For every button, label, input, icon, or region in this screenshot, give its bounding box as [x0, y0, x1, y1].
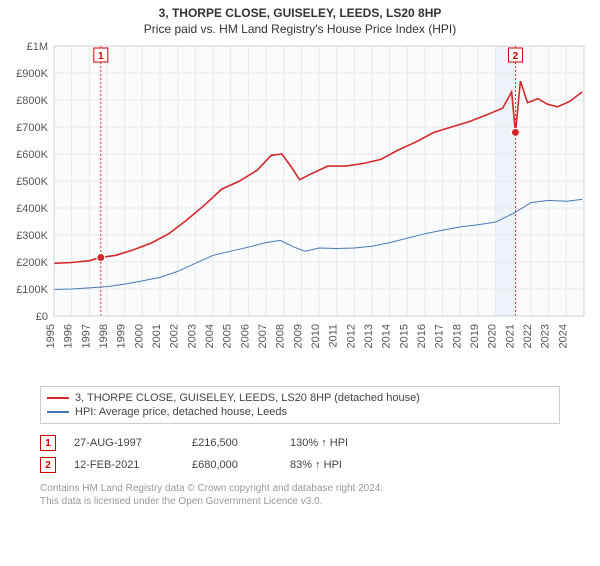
svg-text:2018: 2018 [451, 324, 463, 348]
svg-text:2004: 2004 [204, 324, 216, 348]
tx-date: 12-FEB-2021 [74, 459, 174, 471]
svg-text:£100K: £100K [16, 284, 48, 296]
svg-text:2002: 2002 [169, 324, 181, 348]
svg-text:2006: 2006 [239, 324, 251, 348]
transactions-table: 1 27-AUG-1997 £216,500 130% ↑ HPI 2 12-F… [40, 432, 560, 476]
svg-text:2010: 2010 [310, 324, 322, 348]
svg-text:2005: 2005 [222, 324, 234, 348]
legend-swatch [47, 411, 69, 413]
chart-subtitle: Price paid vs. HM Land Registry's House … [0, 22, 600, 36]
svg-text:2008: 2008 [275, 324, 287, 348]
legend-item: 3, THORPE CLOSE, GUISELEY, LEEDS, LS20 8… [47, 391, 553, 405]
svg-text:1995: 1995 [45, 324, 57, 348]
tx-price: £216,500 [192, 437, 272, 449]
svg-text:2009: 2009 [292, 324, 304, 348]
svg-text:2013: 2013 [363, 324, 375, 348]
svg-text:2007: 2007 [257, 324, 269, 348]
footnote-line: This data is licensed under the Open Gov… [40, 495, 560, 508]
svg-text:£900K: £900K [16, 68, 48, 80]
tx-diff: 130% ↑ HPI [290, 437, 348, 449]
svg-text:2017: 2017 [434, 324, 446, 348]
svg-text:2024: 2024 [557, 324, 569, 348]
table-row: 1 27-AUG-1997 £216,500 130% ↑ HPI [40, 432, 560, 454]
legend-label: 3, THORPE CLOSE, GUISELEY, LEEDS, LS20 8… [75, 392, 420, 404]
svg-text:£200K: £200K [16, 257, 48, 269]
svg-text:2023: 2023 [540, 324, 552, 348]
svg-text:£800K: £800K [16, 95, 48, 107]
svg-text:£600K: £600K [16, 149, 48, 161]
svg-text:2016: 2016 [416, 324, 428, 348]
svg-text:2000: 2000 [133, 324, 145, 348]
svg-text:2022: 2022 [522, 324, 534, 348]
table-row: 2 12-FEB-2021 £680,000 83% ↑ HPI [40, 454, 560, 476]
svg-text:2003: 2003 [186, 324, 198, 348]
legend-item: HPI: Average price, detached house, Leed… [47, 405, 553, 419]
svg-text:1998: 1998 [98, 324, 110, 348]
tx-date: 27-AUG-1997 [74, 437, 174, 449]
legend-label: HPI: Average price, detached house, Leed… [75, 406, 287, 418]
tx-badge: 2 [40, 457, 56, 473]
svg-text:2020: 2020 [487, 324, 499, 348]
svg-text:£400K: £400K [16, 203, 48, 215]
svg-text:1996: 1996 [63, 324, 75, 348]
svg-text:2015: 2015 [398, 324, 410, 348]
svg-text:£1M: £1M [27, 41, 48, 53]
legend-swatch [47, 397, 69, 399]
svg-text:£300K: £300K [16, 230, 48, 242]
chart-container: £0 £100K £200K £300K £400K £500K £600K £700K £80… [0, 40, 600, 380]
footnote: Contains HM Land Registry data © Crown c… [40, 482, 560, 508]
svg-text:2001: 2001 [151, 324, 163, 348]
svg-text:2: 2 [513, 51, 519, 62]
tx-diff: 83% ↑ HPI [290, 459, 342, 471]
svg-text:£700K: £700K [16, 122, 48, 134]
footnote-line: Contains HM Land Registry data © Crown c… [40, 482, 560, 495]
chart-title: 3, THORPE CLOSE, GUISELEY, LEEDS, LS20 8… [0, 6, 600, 20]
svg-text:2012: 2012 [345, 324, 357, 348]
tx-price: £680,000 [192, 459, 272, 471]
svg-text:1999: 1999 [116, 324, 128, 348]
svg-text:2014: 2014 [381, 324, 393, 348]
svg-text:2019: 2019 [469, 324, 481, 348]
svg-text:1: 1 [98, 51, 104, 62]
line-chart: £0 £100K £200K £300K £400K £500K £600K £700K £80… [0, 40, 600, 380]
svg-text:£0: £0 [36, 311, 48, 323]
tx-badge: 1 [40, 435, 56, 451]
svg-text:2021: 2021 [504, 324, 516, 348]
svg-text:2011: 2011 [328, 324, 340, 348]
svg-text:£500K: £500K [16, 176, 48, 188]
svg-text:1997: 1997 [80, 324, 92, 348]
chart-legend: 3, THORPE CLOSE, GUISELEY, LEEDS, LS20 8… [40, 386, 560, 424]
